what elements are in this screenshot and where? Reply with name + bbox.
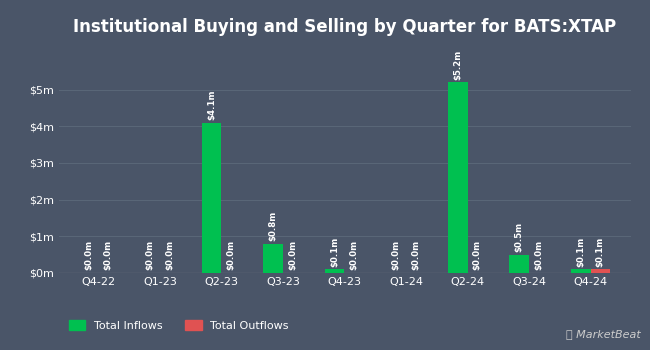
Legend: Total Inflows, Total Outflows: Total Inflows, Total Outflows <box>64 316 293 336</box>
Text: $0.1m: $0.1m <box>330 237 339 267</box>
Bar <box>590 270 610 273</box>
Text: $0.0m: $0.0m <box>165 240 174 271</box>
Text: $0.0m: $0.0m <box>392 240 400 271</box>
Text: $0.1m: $0.1m <box>596 237 605 267</box>
Bar <box>263 244 283 273</box>
Text: $0.0m: $0.0m <box>84 240 93 271</box>
Text: $0.5m: $0.5m <box>515 222 524 252</box>
Text: $0.0m: $0.0m <box>473 240 482 271</box>
Title: Institutional Buying and Selling by Quarter for BATS:XTAP: Institutional Buying and Selling by Quar… <box>73 18 616 36</box>
Text: $0.0m: $0.0m <box>534 240 543 271</box>
Bar <box>571 270 590 273</box>
Text: $0.0m: $0.0m <box>289 240 297 271</box>
Text: $0.8m: $0.8m <box>268 211 278 241</box>
Text: $0.0m: $0.0m <box>350 240 359 271</box>
Text: $0.0m: $0.0m <box>227 240 236 271</box>
Text: $0.0m: $0.0m <box>104 240 113 271</box>
Text: $4.1m: $4.1m <box>207 90 216 120</box>
Text: $0.0m: $0.0m <box>146 240 155 271</box>
Text: $5.2m: $5.2m <box>453 49 462 80</box>
Bar <box>448 82 467 273</box>
Bar <box>325 270 344 273</box>
Bar <box>202 122 222 273</box>
Text: $0.0m: $0.0m <box>411 240 421 271</box>
Bar <box>510 255 529 273</box>
Text: ⨿ MarketBeat: ⨿ MarketBeat <box>566 329 640 340</box>
Text: $0.1m: $0.1m <box>576 237 585 267</box>
